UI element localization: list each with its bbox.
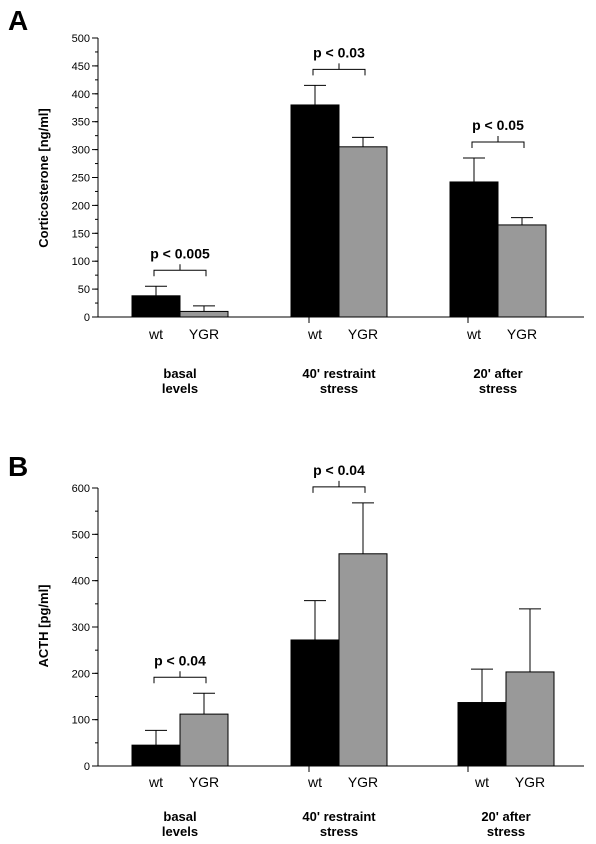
category-label: YGR [348,326,378,342]
corticosterone-chart: 0 50 100 150 200 250 300 350 400 450 500 Corticoste… [36,33,584,396]
category-label: YGR [189,774,219,790]
significance-bracket [471,141,525,148]
bar-ygr [338,146,388,318]
bar-wt [449,181,499,318]
p-value-label: p < 0.04 [313,462,365,478]
group-label: stress [479,381,517,396]
y-tick-label: 100 [72,256,90,268]
y-tick-label: 500 [72,33,90,45]
group-label: stress [320,824,358,839]
category-label: YGR [348,774,378,790]
y-tick-label: 600 [72,483,90,495]
y-tick-label: 100 [72,715,90,727]
bar-wt [457,702,507,767]
group-label: levels [162,381,198,396]
y-tick-label: 400 [72,576,90,588]
y-axis-label: ACTH [pg/ml] [36,584,51,667]
category-label: wt [148,326,163,342]
significance-bracket [153,676,207,684]
category-label: YGR [515,774,545,790]
category-label: wt [466,326,481,342]
p-value-label: p < 0.03 [313,44,365,60]
group-label: stress [487,824,525,839]
category-label: wt [307,774,322,790]
y-tick-label: 0 [84,312,90,324]
bar-wt [290,104,340,318]
p-value-label: p < 0.005 [150,245,210,261]
p-value-label: p < 0.04 [154,652,206,668]
bar-ygr [338,553,388,767]
group-label: basal [163,809,196,824]
bar-ygr [179,713,229,767]
category-label: wt [307,326,322,342]
category-label: YGR [507,326,537,342]
panel-label-b: B [8,451,28,482]
bar-wt [131,744,181,767]
group-label: levels [162,824,198,839]
bar-wt [131,295,181,318]
y-tick-label: 300 [72,622,90,634]
significance-bracket [153,269,207,277]
acth-chart: 0 100 200 300 400 500 600 ACTH [pg/ml] wt YGR basa… [36,462,584,839]
significance-bracket [312,68,366,76]
bar-ygr [179,310,229,318]
group-label: 20' after [473,366,522,381]
y-tick-label: 450 [72,61,90,73]
y-tick-label: 350 [72,117,90,129]
y-tick-label: 300 [72,145,90,157]
category-label: YGR [189,326,219,342]
y-tick-label: 200 [72,668,90,680]
panel-label-a: A [8,5,28,36]
bar-wt [290,639,340,767]
y-tick-label: 500 [72,529,90,541]
significance-bracket [312,486,366,493]
y-tick-label: 150 [72,228,90,240]
y-tick-label: 250 [72,173,90,185]
group-label: stress [320,381,358,396]
bar-ygr [497,224,547,318]
y-tick-label: 400 [72,89,90,101]
y-tick-label: 200 [72,200,90,212]
bar-ygr [505,671,555,767]
category-label: wt [148,774,163,790]
group-label: 40' restraint [302,366,376,381]
group-label: 20' after [481,809,530,824]
p-value-label: p < 0.05 [472,117,524,133]
y-axis-label: Corticosterone [ng/ml] [36,108,51,247]
category-label: wt [474,774,489,790]
group-label: 40' restraint [302,809,376,824]
y-tick-label: 0 [84,761,90,773]
y-tick-label: 50 [78,284,90,296]
group-label: basal [163,366,196,381]
